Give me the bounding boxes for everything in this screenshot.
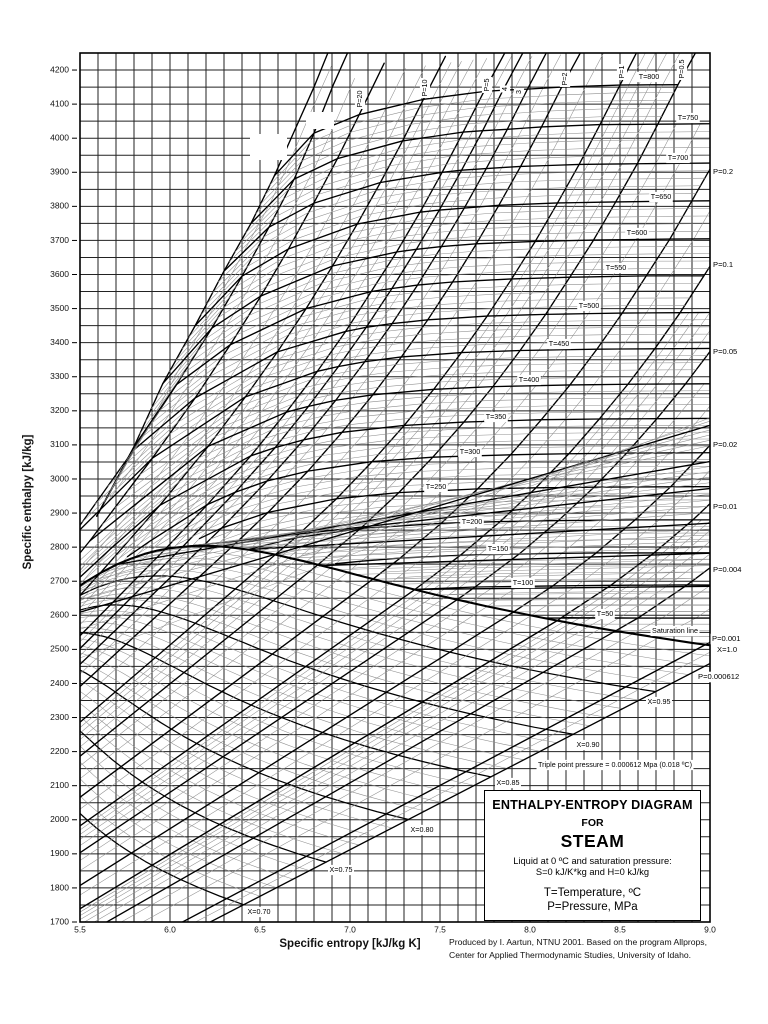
legend-title-box: ENTHALPY-ENTROPY DIAGRAM FOR STEAM Liqui… <box>484 790 701 921</box>
diagram-title-steam: STEAM <box>560 831 625 851</box>
reference-state-line1: Liquid at 0 ºC and saturation pressure: <box>513 856 672 866</box>
attribution-line2: Center for Applied Thermodynamic Studies… <box>449 950 692 960</box>
diagram-title-for: FOR <box>581 817 604 829</box>
reference-state-line2: S=0 kJ/K*kg and H=0 kJ/kg <box>535 867 650 877</box>
legend-temperature: T=Temperature, ºC <box>543 887 642 899</box>
x-axis-title: Specific entropy [kJ/kg K] <box>279 938 421 950</box>
attribution: Produced by I. Aartun, NTNU 2001. Based … <box>449 936 707 962</box>
y-axis-title: Specific enthalpy [kJ/kg] <box>22 434 34 570</box>
attribution-line1: Produced by I. Aartun, NTNU 2001. Based … <box>449 937 707 947</box>
legend-pressure: P=Pressure, MPa <box>547 901 638 913</box>
diagram-title: ENTHALPY-ENTROPY DIAGRAM <box>492 798 693 812</box>
